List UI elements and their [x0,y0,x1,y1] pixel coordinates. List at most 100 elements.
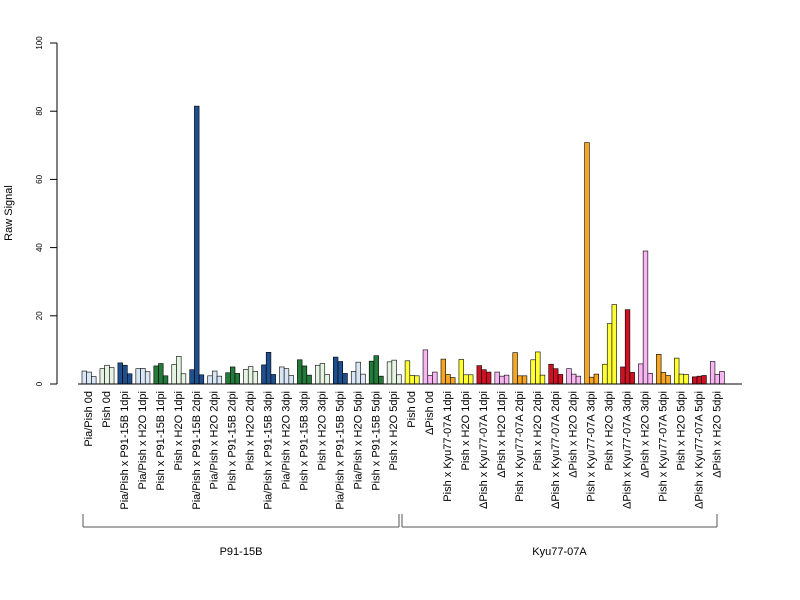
bar [319,363,326,385]
y-axis: 0 20 40 60 80 100 [35,36,58,386]
bar [332,356,339,385]
category-label: Pia/Pish x H2O 1dpi [137,391,149,489]
bar [624,309,631,385]
bar-group [81,370,97,385]
category-label: Pish x H2O 2dpi [532,391,544,470]
category-label: ΔPish 0d [424,391,436,435]
category-label: ΔPish x Kyu77-07A 5dpi [693,391,705,509]
bar [117,362,123,385]
bar [391,359,397,385]
bar-group [135,368,151,385]
bar [503,374,510,385]
bar [620,366,626,385]
bar [701,375,707,385]
category-label: Pish x H2O 1dpi [460,391,472,470]
bar-group [404,360,420,385]
bar-group [243,366,258,385]
bar [386,361,393,385]
bars-layer [81,105,725,385]
bar-group [566,368,582,385]
bar [270,374,276,385]
bar [422,349,429,385]
bar [350,371,357,385]
category-label: ΔPish x H2O 1dpi [496,391,508,478]
bar [81,370,87,385]
y-axis-title: Raw Signal [3,185,15,241]
bar-group [332,356,348,385]
bar-group [584,142,599,385]
bar-group [117,362,133,385]
bar [283,368,290,385]
category-label: Pia/Pish x P91-15B 2dpi [191,391,203,510]
category-label: Pia/Pish x P91-15B 1dpi [119,391,131,510]
bar [458,359,464,385]
category-label: Pia/Pish x P91-15B 5dpi [334,391,346,510]
bar [180,373,187,385]
category-label: Pish x H2O 5dpi [388,391,400,470]
bar-group [297,359,312,385]
group-bracket: Kyu77-07A [401,514,718,558]
bar [409,375,415,385]
bar [499,375,505,385]
bar [530,359,536,385]
category-labels: Pia/Pish 0d Pish 0d Pia/Pish x P91-15B 1dp… [83,391,723,510]
bar [481,369,487,385]
bar [135,368,141,385]
bar [368,360,375,385]
bar [584,142,590,385]
bar-group [350,361,366,385]
bar-group [548,363,564,385]
category-label: ΔPish x H2O 2dpi [568,391,580,478]
bar [427,375,433,385]
bar-group [476,365,492,385]
category-label: Pia/Pish x H2O 2dpi [209,391,221,489]
bar [557,374,564,385]
bar [476,365,482,385]
bar [638,363,644,385]
bar [91,376,97,385]
bar [660,372,667,385]
bar [494,371,500,385]
bar [571,373,577,385]
bar [629,372,635,385]
bar [216,375,223,385]
bar [153,365,159,385]
bar-group [225,366,240,385]
bar-group [279,366,294,385]
category-label: Pish x Kyu77-07A 5dpi [657,391,669,502]
bar [575,375,582,385]
category-label: Pish x Kyu77-07A 3dpi [586,391,598,502]
group-bracket: P91-15B [82,514,400,558]
bar-group [512,352,528,385]
bar [463,374,469,385]
bar [355,361,361,385]
bar [171,364,177,385]
bar [288,375,294,385]
bar [324,374,330,385]
bar-group [315,363,330,385]
bar [297,359,303,385]
bar-group [207,370,223,385]
bar [440,358,446,385]
y-tick-label: 0 [35,381,44,386]
category-label: Pish x H2O 2dpi [245,391,257,470]
y-tick-label: 80 [35,106,44,115]
bar [99,368,105,385]
bar-group [189,105,205,385]
category-label: Pia/Pish 0d [83,391,95,447]
bar [396,374,402,385]
bar [252,371,258,385]
bar [553,368,559,385]
category-label: ΔPish x Kyu77-07A 2dpi [550,391,562,509]
bar [140,368,146,385]
bar [709,361,716,385]
category-label: Pish 0d [406,391,418,428]
category-label: Pia/Pish x H2O 5dpi [352,391,364,489]
bar [378,375,384,385]
bar [212,370,218,385]
bar-group [691,375,707,385]
bar-group [261,351,276,385]
y-tick-label: 20 [35,311,44,320]
bar [247,366,254,385]
bar-group [638,250,653,385]
